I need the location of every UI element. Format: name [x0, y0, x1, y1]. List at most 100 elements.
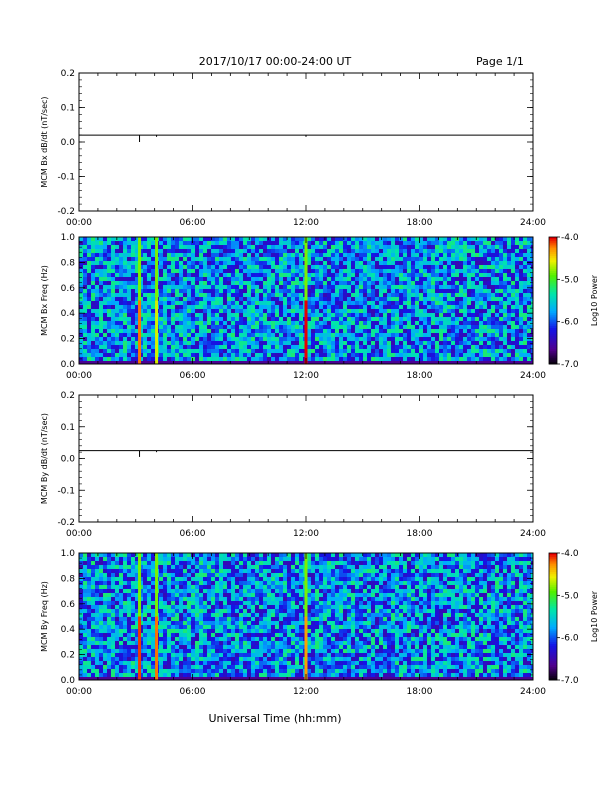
heatmap-cell [231, 561, 235, 565]
heatmap-cell [239, 293, 243, 297]
heatmap-cell [251, 561, 255, 565]
heatmap-cell [323, 325, 327, 329]
heatmap-cell [351, 253, 355, 257]
heatmap-cell [427, 321, 431, 325]
heatmap-cell [275, 333, 279, 337]
heatmap-cell [79, 341, 83, 345]
heatmap-cell [367, 325, 371, 329]
heatmap-cell [191, 293, 195, 297]
heatmap-cell [227, 573, 231, 577]
heatmap-cell [247, 317, 251, 321]
heatmap-cell [311, 329, 315, 333]
heatmap-cell [479, 313, 483, 317]
heatmap-cell [427, 565, 431, 569]
heatmap-cell [151, 309, 155, 313]
heatmap-cell [507, 565, 511, 569]
heatmap-cell [283, 573, 287, 577]
heatmap-cell [287, 553, 291, 557]
heatmap-cell [203, 321, 207, 325]
heatmap-cell [435, 293, 439, 297]
heatmap-cell [299, 297, 303, 301]
y-axis-label: MCM Bx Freq (Hz) [40, 265, 49, 336]
heatmap-cell [91, 577, 95, 581]
x-tick-label: 18:00 [407, 371, 433, 381]
heatmap-cell [375, 573, 379, 577]
heatmap-cell [407, 325, 411, 329]
heatmap-cell [279, 293, 283, 297]
heatmap-cell [191, 557, 195, 561]
heatmap-cell [255, 337, 259, 341]
heatmap-cell [135, 561, 139, 565]
heatmap-cell [335, 325, 339, 329]
heatmap-cell [151, 269, 155, 273]
heatmap-cell [495, 285, 499, 289]
colorbar-segment [549, 315, 557, 318]
heatmap-cell [455, 349, 459, 353]
heatmap-cell [191, 337, 195, 341]
heatmap-cell [411, 561, 415, 565]
heatmap-cell [159, 325, 163, 329]
heatmap-cell [299, 281, 303, 285]
colorbar-segment [549, 249, 557, 253]
heatmap-cell [451, 261, 455, 265]
heatmap-cell [219, 297, 223, 301]
heatmap-cell [267, 357, 271, 361]
heatmap-cell [503, 301, 507, 305]
heatmap-cell [399, 257, 403, 261]
heatmap-cell [431, 321, 435, 325]
heatmap-cell [307, 349, 311, 353]
heatmap-cell [211, 313, 215, 317]
heatmap-cell [247, 301, 251, 305]
heatmap-cell [167, 269, 171, 273]
heatmap-cell [475, 349, 479, 353]
heatmap-cell [159, 249, 163, 253]
heatmap-cell [411, 241, 415, 245]
heatmap-cell [199, 257, 203, 261]
heatmap-cell [463, 289, 467, 293]
heatmap-cell [339, 321, 343, 325]
heatmap-cell [163, 265, 167, 269]
heatmap-cell [159, 245, 163, 249]
heatmap-cell [527, 261, 531, 265]
heatmap-cell [135, 317, 139, 321]
heatmap-cell [359, 293, 363, 297]
heatmap-cell [91, 269, 95, 273]
heatmap-cell [259, 581, 263, 585]
heatmap-cell [235, 281, 239, 285]
heatmap-cell [507, 345, 511, 349]
heatmap-cell [295, 257, 299, 261]
heatmap-cell [87, 357, 91, 361]
heatmap-cell [339, 329, 343, 333]
heatmap-cell [119, 241, 123, 245]
heatmap-cell [439, 573, 443, 577]
heatmap-cell [251, 581, 255, 585]
heatmap-cell [271, 237, 275, 241]
heatmap-cell [347, 253, 351, 257]
heatmap-cell [175, 257, 179, 261]
heatmap-cell [479, 305, 483, 309]
heatmap-cell [471, 265, 475, 269]
heatmap-cell [427, 293, 431, 297]
heatmap-cell [339, 353, 343, 357]
heatmap-cell [231, 345, 235, 349]
colorbar-segment [549, 361, 557, 365]
heatmap-cell [427, 329, 431, 333]
heatmap-cell [223, 313, 227, 317]
heatmap-cell [279, 573, 283, 577]
heatmap-cell [363, 277, 367, 281]
heatmap-cell [251, 325, 255, 329]
heatmap-cell [239, 557, 243, 561]
heatmap-cell [175, 573, 179, 577]
heatmap-cell [415, 557, 419, 561]
heatmap-cell [363, 309, 367, 313]
heatmap-cell [215, 565, 219, 569]
heatmap-cell [195, 345, 199, 349]
heatmap-cell [435, 561, 439, 565]
heatmap-cell [143, 561, 147, 565]
heatmap-cell [167, 257, 171, 261]
heatmap-cell [351, 573, 355, 577]
heatmap-cell [195, 557, 199, 561]
heatmap-cell [407, 293, 411, 297]
heatmap-cell [455, 561, 459, 565]
heatmap-cell [347, 353, 351, 357]
